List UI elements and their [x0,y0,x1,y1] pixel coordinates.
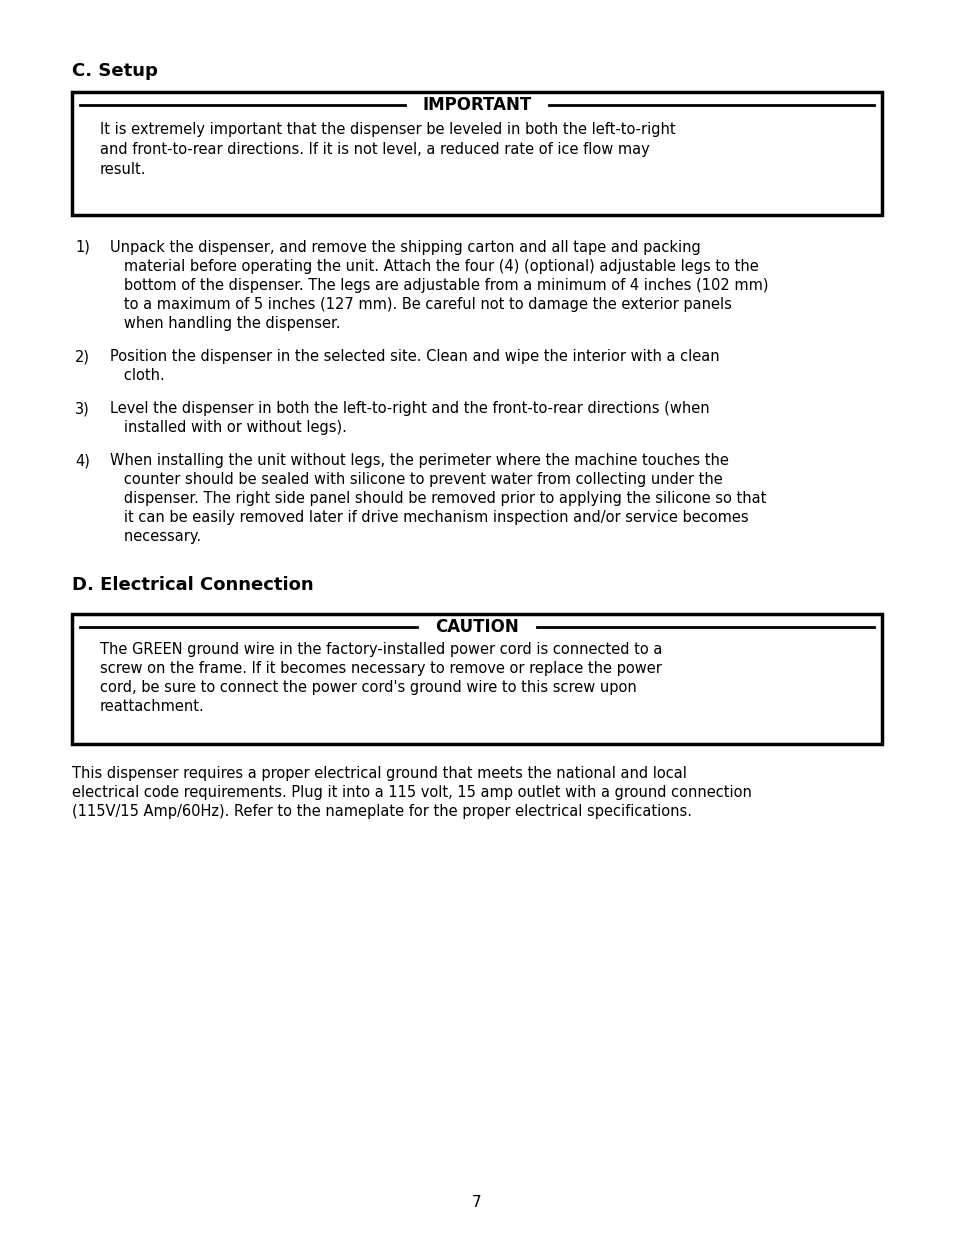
Bar [71,614,882,743]
Text: cord, be sure to connect the power cord's ground wire to this screw upon: cord, be sure to connect the power cord'… [100,680,636,695]
Text: C. Setup: C. Setup [71,62,157,80]
Text: counter should be sealed with silicone to prevent water from collecting under th: counter should be sealed with silicone t… [110,472,722,487]
Text: Level the dispenser in both the left-to-right and the front-to-rear directions (: Level the dispenser in both the left-to-… [110,401,709,416]
Text: when handling the dispenser.: when handling the dispenser. [110,316,340,331]
Text: reattachment.: reattachment. [100,699,205,714]
Text: installed with or without legs).: installed with or without legs). [110,420,347,435]
Text: dispenser. The right side panel should be removed prior to applying the silicone: dispenser. The right side panel should b… [110,492,765,506]
Text: 3): 3) [75,401,90,416]
Text: 7: 7 [472,1195,481,1210]
Text: and front-to-rear directions. If it is not level, a reduced rate of ice flow may: and front-to-rear directions. If it is n… [100,142,649,157]
Text: 4): 4) [75,453,90,468]
Text: to a maximum of 5 inches (127 mm). Be careful not to damage the exterior panels: to a maximum of 5 inches (127 mm). Be ca… [110,296,731,312]
Text: D. Electrical Connection: D. Electrical Connection [71,576,314,594]
Text: cloth.: cloth. [110,368,165,383]
Text: Position the dispenser in the selected site. Clean and wipe the interior with a : Position the dispenser in the selected s… [110,350,719,364]
Text: (115V/15 Amp/60Hz). Refer to the nameplate for the proper electrical specificati: (115V/15 Amp/60Hz). Refer to the namepla… [71,804,691,819]
Text: material before operating the unit. Attach the four (4) (optional) adjustable le: material before operating the unit. Atta… [110,259,758,274]
Text: Unpack the dispenser, and remove the shipping carton and all tape and packing: Unpack the dispenser, and remove the shi… [110,240,700,254]
Text: When installing the unit without legs, the perimeter where the machine touches t: When installing the unit without legs, t… [110,453,728,468]
Text: electrical code requirements. Plug it into a 115 volt, 15 amp outlet with a grou: electrical code requirements. Plug it in… [71,785,751,800]
Text: necessary.: necessary. [110,529,201,543]
Text: The GREEN ground wire in the factory-installed power cord is connected to a: The GREEN ground wire in the factory-ins… [100,642,661,657]
Text: result.: result. [100,162,147,177]
Bar [71,91,882,215]
Text: 2): 2) [75,350,90,364]
Text: It is extremely important that the dispenser be leveled in both the left-to-righ: It is extremely important that the dispe… [100,122,675,137]
Text: This dispenser requires a proper electrical ground that meets the national and l: This dispenser requires a proper electri… [71,766,686,781]
Text: IMPORTANT: IMPORTANT [422,96,531,114]
Text: screw on the frame. If it becomes necessary to remove or replace the power: screw on the frame. If it becomes necess… [100,661,661,676]
Text: bottom of the dispenser. The legs are adjustable from a minimum of 4 inches (102: bottom of the dispenser. The legs are ad… [110,278,768,293]
Text: it can be easily removed later if drive mechanism inspection and/or service beco: it can be easily removed later if drive … [110,510,748,525]
Text: 1): 1) [75,240,90,254]
Text: CAUTION: CAUTION [435,618,518,636]
